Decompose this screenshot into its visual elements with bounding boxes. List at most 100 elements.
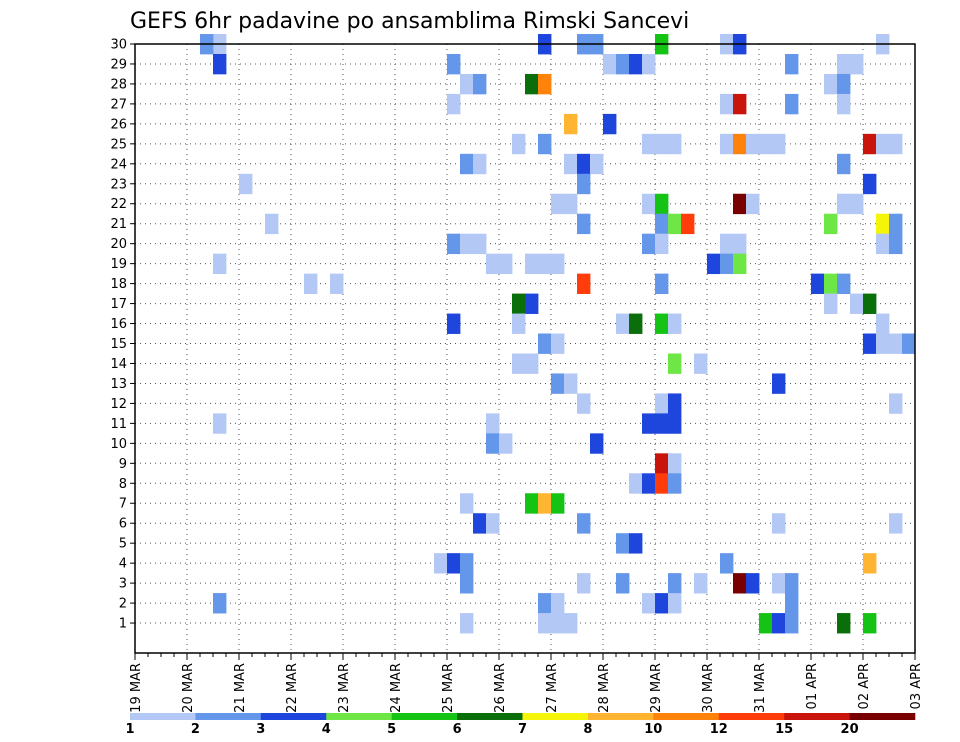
precip-cell bbox=[720, 93, 734, 115]
colorbar-label: 7 bbox=[518, 722, 527, 737]
colorbar-swatch bbox=[457, 713, 523, 720]
precip-cell bbox=[655, 193, 669, 215]
precip-cell bbox=[447, 313, 461, 334]
precip-cell bbox=[564, 613, 578, 634]
precip-cell bbox=[733, 133, 747, 155]
precip-cell bbox=[577, 173, 591, 195]
precip-cell bbox=[447, 53, 461, 75]
precip-cell bbox=[785, 573, 799, 594]
x-tick-label: 25 MAR bbox=[441, 663, 456, 713]
y-tick-label: 12 bbox=[110, 397, 127, 412]
x-tick-label: 21 MAR bbox=[233, 663, 248, 713]
x-tick-label: 27 MAR bbox=[545, 663, 560, 713]
precip-cell bbox=[213, 413, 227, 434]
precip-cell bbox=[889, 393, 903, 414]
y-tick-label: 28 bbox=[110, 77, 127, 92]
precip-cell bbox=[733, 93, 747, 115]
x-tick-label: 02 APR bbox=[857, 663, 872, 709]
y-tick-label: 5 bbox=[119, 537, 127, 552]
precip-cell bbox=[642, 133, 656, 155]
precip-cell bbox=[720, 133, 734, 155]
precip-cell bbox=[551, 593, 565, 614]
precip-cell bbox=[512, 293, 526, 314]
y-tick-label: 15 bbox=[110, 337, 127, 352]
precip-cell bbox=[538, 613, 552, 634]
precip-cell bbox=[551, 193, 565, 215]
colorbar-label: 1 bbox=[125, 722, 134, 737]
precip-cell bbox=[772, 373, 786, 394]
precip-cell bbox=[525, 73, 539, 95]
x-tick-label: 23 MAR bbox=[337, 663, 352, 713]
x-tick-label: 26 MAR bbox=[493, 663, 508, 713]
y-tick-label: 11 bbox=[110, 417, 127, 432]
precip-cell bbox=[603, 113, 617, 135]
precip-cell bbox=[629, 533, 643, 554]
precip-cell bbox=[694, 573, 708, 594]
precip-cell bbox=[590, 433, 604, 454]
precip-cell bbox=[577, 153, 591, 175]
precip-cell bbox=[733, 233, 747, 255]
precip-cell bbox=[213, 53, 227, 75]
x-tick-label: 22 MAR bbox=[285, 663, 300, 713]
precip-cell bbox=[538, 73, 552, 95]
y-tick-label: 20 bbox=[110, 237, 127, 252]
y-tick-label: 25 bbox=[110, 137, 127, 152]
precip-cell bbox=[512, 313, 526, 334]
precip-cell bbox=[629, 313, 643, 334]
colorbar-swatch bbox=[587, 713, 654, 720]
precip-cell bbox=[876, 313, 890, 334]
precip-cell bbox=[616, 53, 630, 75]
colorbar-label: 3 bbox=[256, 722, 265, 737]
precip-cell bbox=[655, 273, 669, 294]
precip-cell bbox=[460, 613, 474, 634]
colorbar-label: 6 bbox=[453, 722, 462, 737]
x-tick-label: 29 MAR bbox=[649, 663, 664, 713]
precip-cell bbox=[577, 513, 591, 534]
precip-cell bbox=[837, 153, 851, 175]
precip-cell bbox=[629, 53, 643, 75]
precip-cell bbox=[772, 573, 786, 594]
x-tick-label: 01 APR bbox=[805, 663, 820, 709]
precip-cell bbox=[824, 213, 838, 235]
y-tick-label: 9 bbox=[119, 457, 127, 472]
precip-cell bbox=[304, 273, 318, 294]
precip-cell bbox=[772, 513, 786, 534]
y-tick-label: 14 bbox=[110, 357, 127, 372]
precip-cell bbox=[889, 233, 903, 255]
precip-cell bbox=[850, 193, 864, 215]
precip-cell bbox=[499, 253, 513, 275]
y-tick-label: 29 bbox=[110, 57, 127, 72]
colorbar-swatch bbox=[326, 713, 392, 720]
precip-cell bbox=[746, 193, 760, 215]
precip-cell bbox=[655, 453, 669, 474]
precip-cell bbox=[655, 213, 669, 235]
chart-title: GEFS 6hr padavine po ansamblima Rimski S… bbox=[130, 9, 689, 34]
precip-cell bbox=[655, 593, 669, 614]
x-tick-label: 30 MAR bbox=[701, 663, 716, 713]
precip-cell bbox=[785, 593, 799, 614]
precip-cell bbox=[759, 133, 773, 155]
precip-cell bbox=[460, 233, 474, 255]
precip-cell bbox=[876, 333, 890, 354]
precip-cell bbox=[525, 493, 539, 514]
precip-cell bbox=[330, 273, 344, 294]
colorbar-swatch bbox=[391, 713, 458, 720]
precip-cell bbox=[473, 513, 487, 534]
colorbar-label: 5 bbox=[387, 722, 396, 737]
precip-cell bbox=[577, 273, 591, 294]
precip-cell bbox=[525, 253, 539, 275]
precip-cell bbox=[863, 333, 877, 354]
precip-cell bbox=[668, 453, 682, 474]
precip-cell bbox=[720, 233, 734, 255]
precip-cell bbox=[876, 233, 890, 255]
precip-cell bbox=[785, 93, 799, 115]
precip-cell bbox=[590, 153, 604, 175]
precip-cell bbox=[889, 333, 903, 354]
precip-cell bbox=[733, 253, 747, 275]
precip-cell bbox=[720, 253, 734, 275]
precip-cell bbox=[486, 253, 500, 275]
y-tick-label: 30 bbox=[110, 38, 127, 53]
precip-cell bbox=[889, 133, 903, 155]
x-tick-label: 19 MAR bbox=[129, 663, 144, 713]
precip-cell bbox=[642, 53, 656, 75]
